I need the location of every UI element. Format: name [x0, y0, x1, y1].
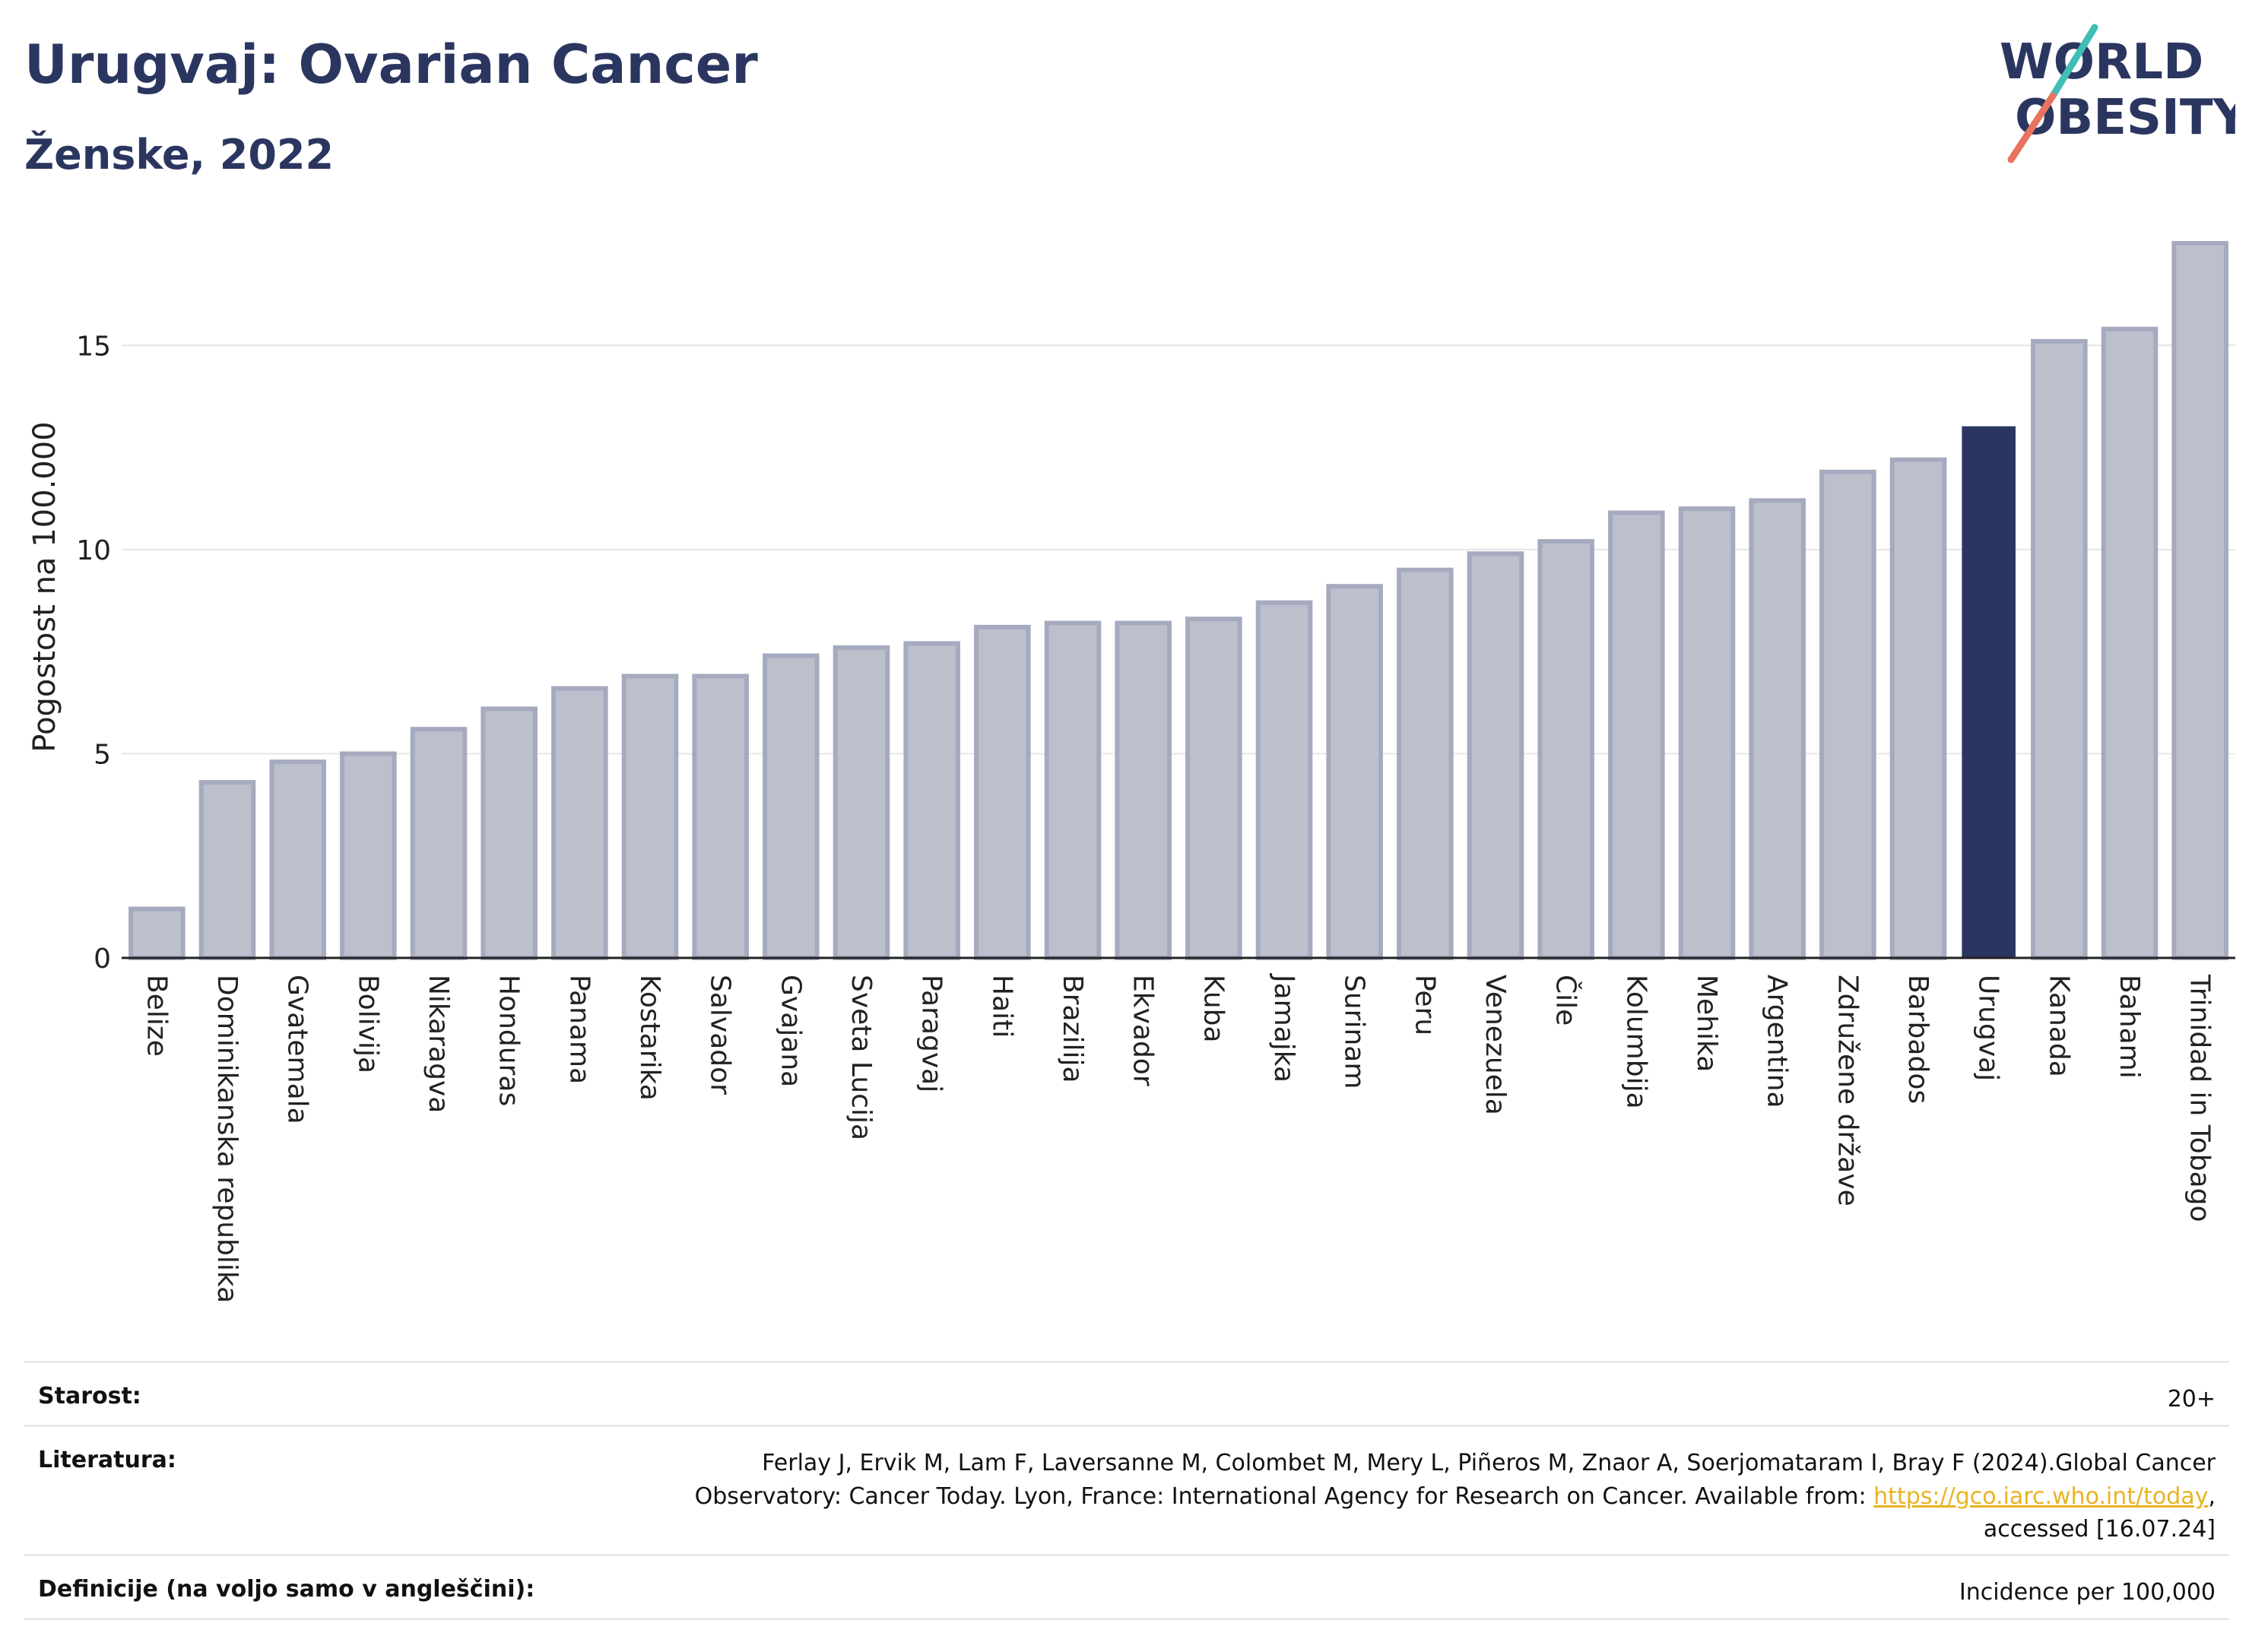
x-tick-label: Kostarika — [634, 975, 665, 1101]
bar — [1397, 567, 1454, 960]
bar — [1326, 584, 1383, 960]
info-row-age: Starost: 20+ — [24, 1363, 2229, 1427]
bar — [2171, 241, 2228, 960]
x-tick-label: Peru — [1409, 975, 1440, 1035]
logo-slash-coral — [2007, 92, 2057, 163]
x-tick-label: Barbados — [1902, 975, 1933, 1104]
x-tick-label: Kolumbija — [1620, 975, 1651, 1109]
literature-link[interactable]: https://gco.iarc.who.int/today — [1873, 1482, 2209, 1510]
x-tick-label: Honduras — [493, 975, 525, 1106]
y-tick-label: 10 — [76, 535, 111, 566]
y-tick-label: 5 — [94, 739, 111, 770]
bar — [833, 645, 890, 960]
age-label: Starost: — [38, 1383, 141, 1409]
x-tick-label: Nikaragva — [423, 975, 454, 1113]
bar — [1044, 620, 1102, 960]
y-axis-title: Pogostost na 100.000 — [27, 421, 62, 752]
bar — [1608, 510, 1665, 960]
bar — [1185, 617, 1242, 961]
bar — [198, 780, 256, 960]
literature-value: Ferlay J, Ervik M, Lam F, Laversanne M, … — [695, 1447, 2216, 1546]
literature-label: Literatura: — [38, 1447, 176, 1473]
category-labels: Belize Dominikanska republika Gvatemala Bol… — [141, 973, 2215, 1303]
y-tick-label: 15 — [76, 331, 111, 362]
definitions-value: Incidence per 100,000 — [1959, 1579, 2216, 1606]
bar — [410, 727, 468, 960]
y-tick-label: 0 — [94, 943, 111, 975]
x-tick-label: Čile — [1550, 975, 1582, 1026]
logo-text-top: WORLD — [2000, 34, 2203, 90]
bar — [340, 751, 397, 961]
x-tick-label: Venezuela — [1480, 975, 1511, 1115]
bar — [1889, 457, 1947, 960]
info-row-literature: Literatura: Ferlay J, Ervik M, Lam F, La… — [24, 1427, 2229, 1556]
literature-text-2: Observatory: Cancer Today. Lyon, France:… — [694, 1482, 1874, 1510]
x-tick-label: Belize — [141, 975, 172, 1057]
bar — [2101, 326, 2159, 961]
x-tick-label: Paragvaj — [916, 975, 947, 1092]
page-title: Urugvaj: Ovarian Cancer — [24, 33, 758, 96]
definitions-label: Definicije (na voljo samo v angleščini): — [38, 1576, 535, 1603]
x-tick-label: Brazilija — [1057, 975, 1088, 1083]
x-tick-label: Ekvador — [1128, 975, 1159, 1086]
bar — [1115, 620, 1172, 960]
x-tick-label: Kuba — [1197, 975, 1229, 1043]
x-tick-label: Urugvaj — [1973, 975, 2004, 1081]
literature-text-3: , — [2208, 1482, 2216, 1510]
x-tick-label: Mehika — [1691, 975, 1722, 1072]
bar — [903, 641, 960, 961]
x-tick-label: Kanada — [2043, 975, 2074, 1077]
bar — [1537, 539, 1594, 961]
bar — [2031, 338, 2088, 960]
bar — [551, 686, 608, 960]
grid-lines — [122, 344, 2235, 755]
bar — [763, 653, 820, 960]
bar — [621, 674, 679, 960]
bar — [1819, 469, 1876, 960]
logo-slash-teal — [2049, 24, 2098, 100]
x-tick-label: Jamajka — [1268, 973, 1299, 1083]
bar — [1255, 600, 1313, 961]
x-tick-label: Bahami — [2114, 975, 2145, 1079]
x-tick-label: Dominikanska republika — [211, 975, 243, 1303]
x-tick-label: Združene države — [1832, 975, 1863, 1206]
x-tick-label: Sveta Lucija — [845, 975, 877, 1140]
x-tick-label: Bolivija — [352, 975, 383, 1073]
page-subtitle: Ženske, 2022 — [24, 131, 335, 179]
literature-text-1: Ferlay J, Ervik M, Lam F, Laversanne M, … — [762, 1450, 2216, 1476]
x-tick-label: Argentina — [1762, 975, 1793, 1108]
bar-highlight — [1962, 426, 2016, 959]
bar — [1467, 551, 1524, 960]
age-value: 20+ — [2167, 1386, 2216, 1413]
bar — [128, 906, 186, 960]
bar — [1749, 498, 1806, 960]
bar — [1678, 506, 1736, 960]
world-obesity-logo: WORLD OBESITY — [2000, 24, 2235, 163]
x-tick-label: Gvatemala — [282, 975, 313, 1124]
bar-chart: 0 5 10 15 Belize Dominikanska republika Gvate… — [27, 241, 2235, 1303]
x-tick-label: Salvador — [705, 975, 736, 1095]
literature-text-4: accessed [16.07.24] — [1983, 1516, 2216, 1543]
bar — [692, 674, 749, 960]
x-tick-label: Haiti — [986, 975, 1017, 1038]
x-tick-label: Trinidad in Tobago — [2184, 974, 2216, 1222]
bars — [128, 241, 2228, 961]
x-tick-label: Panama — [563, 975, 595, 1084]
axes: 0 5 10 15 — [76, 331, 2235, 975]
x-tick-label: Gvajana — [775, 975, 806, 1087]
bar — [269, 759, 326, 961]
info-table: Starost: 20+ Literatura: Ferlay J, Ervik… — [24, 1361, 2229, 1620]
bar — [481, 706, 538, 960]
bar — [974, 624, 1031, 961]
info-row-definitions: Definicije (na voljo samo v angleščini):… — [24, 1556, 2229, 1620]
x-tick-label: Surinam — [1339, 975, 1370, 1089]
